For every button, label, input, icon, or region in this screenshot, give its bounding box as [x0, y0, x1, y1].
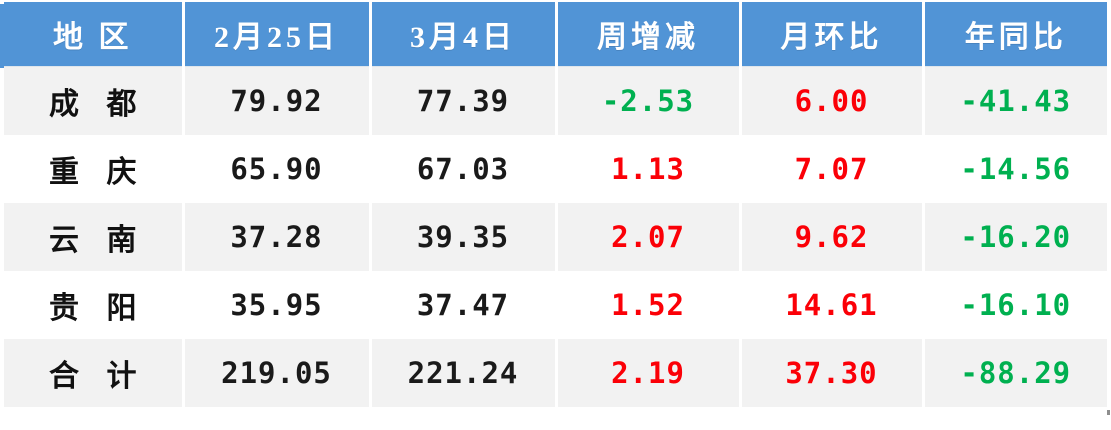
cell-region: 合 计: [4, 339, 185, 407]
cell-week-change: 2.07: [556, 203, 742, 271]
cell-month-change: 7.07: [740, 135, 925, 203]
cell-year-change: -41.43: [923, 66, 1107, 135]
table-row: 成 都 79.92 77.39 -2.53 6.00 -41.43: [4, 66, 1107, 135]
cell-region: 成 都: [4, 66, 185, 135]
edge-artifact: [1107, 410, 1110, 415]
table-body: 成 都 79.92 77.39 -2.53 6.00 -41.43 重 庆 65…: [4, 66, 1107, 407]
cell-date-1: 219.05: [183, 339, 372, 407]
cell-week-change: -2.53: [556, 66, 742, 135]
cell-month-change: 6.00: [740, 66, 925, 135]
cell-date-1: 37.28: [183, 203, 372, 271]
cell-month-change: 14.61: [740, 271, 925, 339]
cell-date-2: 37.47: [370, 271, 558, 339]
cell-date-1: 35.95: [183, 271, 372, 339]
cell-date-2: 39.35: [370, 203, 558, 271]
header-row: 地 区 2月25日 3月4日 周增减 月环比 年同比: [4, 2, 1107, 67]
cell-region: 重 庆: [4, 135, 185, 203]
cell-date-2: 67.03: [370, 135, 558, 203]
regional-price-table: 地 区 2月25日 3月4日 周增减 月环比 年同比 成 都 79.92 77.…: [4, 2, 1107, 407]
column-header-region[interactable]: 地 区: [4, 2, 185, 67]
cell-month-change: 9.62: [740, 203, 925, 271]
table-row-total: 合 计 219.05 221.24 2.19 37.30 -88.29: [4, 339, 1107, 407]
table-row: 云 南 37.28 39.35 2.07 9.62 -16.20: [4, 203, 1107, 271]
table-row: 贵 阳 35.95 37.47 1.52 14.61 -16.10: [4, 271, 1107, 339]
column-header-year-change[interactable]: 年同比: [923, 2, 1107, 67]
cell-year-change: -88.29: [923, 339, 1107, 407]
column-header-date-2[interactable]: 3月4日: [370, 2, 558, 67]
cell-region: 云 南: [4, 203, 185, 271]
column-header-date-1[interactable]: 2月25日: [183, 2, 372, 67]
cell-date-1: 79.92: [183, 66, 372, 135]
cell-week-change: 1.13: [556, 135, 742, 203]
column-header-month-change[interactable]: 月环比: [740, 2, 925, 67]
cell-week-change: 1.52: [556, 271, 742, 339]
cell-month-change: 37.30: [740, 339, 925, 407]
cell-year-change: -16.10: [923, 271, 1107, 339]
table-header: 地 区 2月25日 3月4日 周增减 月环比 年同比: [4, 2, 1107, 67]
cell-year-change: -14.56: [923, 135, 1107, 203]
header-left-edge: [0, 4, 4, 68]
column-header-week-change[interactable]: 周增减: [556, 2, 742, 67]
cell-region: 贵 阳: [4, 271, 185, 339]
cell-date-1: 65.90: [183, 135, 372, 203]
cell-date-2: 77.39: [370, 66, 558, 135]
cell-year-change: -16.20: [923, 203, 1107, 271]
table-row: 重 庆 65.90 67.03 1.13 7.07 -14.56: [4, 135, 1107, 203]
cell-week-change: 2.19: [556, 339, 742, 407]
cell-date-2: 221.24: [370, 339, 558, 407]
